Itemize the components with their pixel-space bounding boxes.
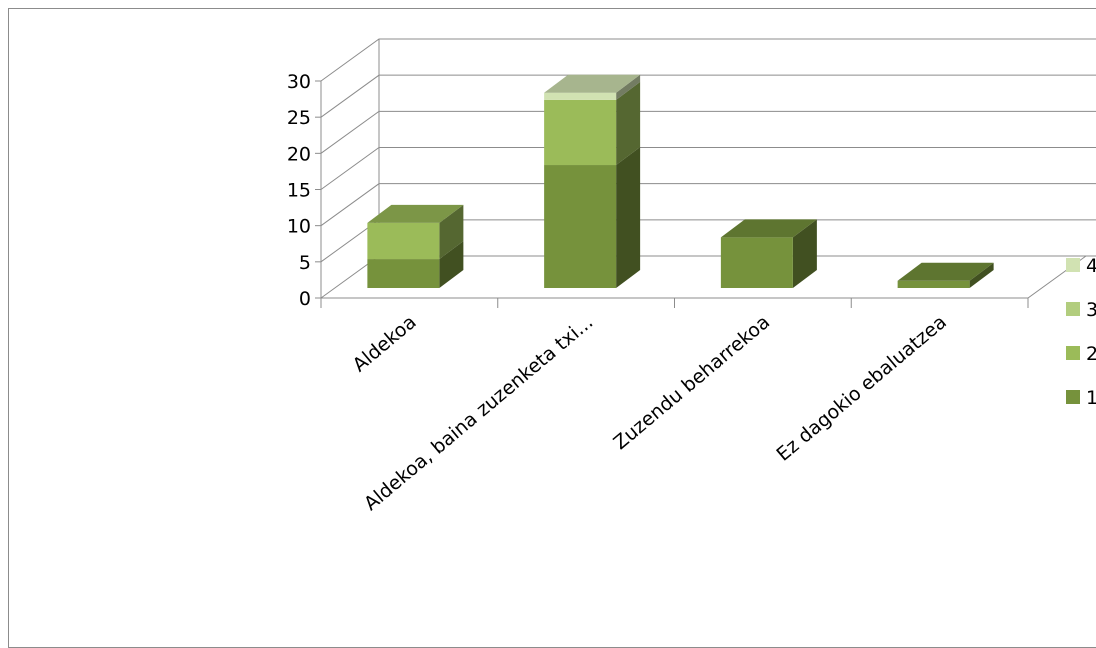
legend-label-2: 2 <box>1086 343 1096 365</box>
legend-label-3: 3 <box>1086 299 1096 321</box>
bar-segment-3-0 <box>897 280 970 288</box>
bar-segment-1-0 <box>544 165 617 288</box>
bar-top-0 <box>367 204 464 223</box>
legend-swatch-4 <box>1066 258 1080 272</box>
legend-label-1: 1 <box>1086 387 1096 409</box>
category-label-3: Ez dagokio ebaluatzea <box>772 311 950 466</box>
bar-top-1 <box>544 74 641 93</box>
legend-label-4: 4 <box>1086 255 1096 277</box>
bar-segment-0-1 <box>367 222 440 260</box>
bar-side-1-3 <box>616 74 641 100</box>
bar-top-2 <box>720 219 817 238</box>
legend-swatch-2 <box>1066 346 1080 360</box>
bar-side-3-0 <box>969 262 994 288</box>
bar-side-0-1 <box>439 204 464 260</box>
category-label-2: Zuzendu beharrekoa <box>609 311 774 454</box>
bar-side-0-0 <box>439 241 464 288</box>
y-tick-label: 15 <box>287 180 311 202</box>
y-tick-label: 5 <box>299 252 311 274</box>
bars-layer <box>367 74 994 288</box>
bar-side-2-0 <box>792 219 817 288</box>
legend-swatch-1 <box>1066 390 1080 404</box>
bar-segment-0-0 <box>367 259 440 288</box>
bar-segment-1-1 <box>544 99 617 166</box>
y-tick-label: 25 <box>287 107 311 129</box>
legend-swatch-3 <box>1066 302 1080 316</box>
y-tick-label: 20 <box>287 143 311 165</box>
bar-segment-2-0 <box>720 237 793 288</box>
bar-side-1-1 <box>616 81 641 166</box>
category-label-0: Aldekoa <box>349 311 421 376</box>
bar-side-1-0 <box>616 147 641 288</box>
bar-top-3 <box>897 262 994 281</box>
legend: 4 3 2 1 <box>1066 255 1096 409</box>
bar-segment-1-3 <box>544 92 617 100</box>
y-tick-label: 10 <box>287 216 311 238</box>
y-tick-label: 30 <box>287 71 311 93</box>
y-tick-label: 0 <box>299 288 311 310</box>
